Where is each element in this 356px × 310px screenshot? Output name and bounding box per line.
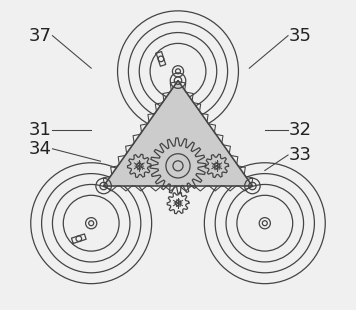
Text: 33: 33 xyxy=(289,146,312,164)
Text: 34: 34 xyxy=(28,140,52,158)
Text: 31: 31 xyxy=(28,121,52,139)
Polygon shape xyxy=(104,81,252,186)
Text: 37: 37 xyxy=(28,27,52,45)
Text: 32: 32 xyxy=(289,121,312,139)
Text: 35: 35 xyxy=(289,27,312,45)
